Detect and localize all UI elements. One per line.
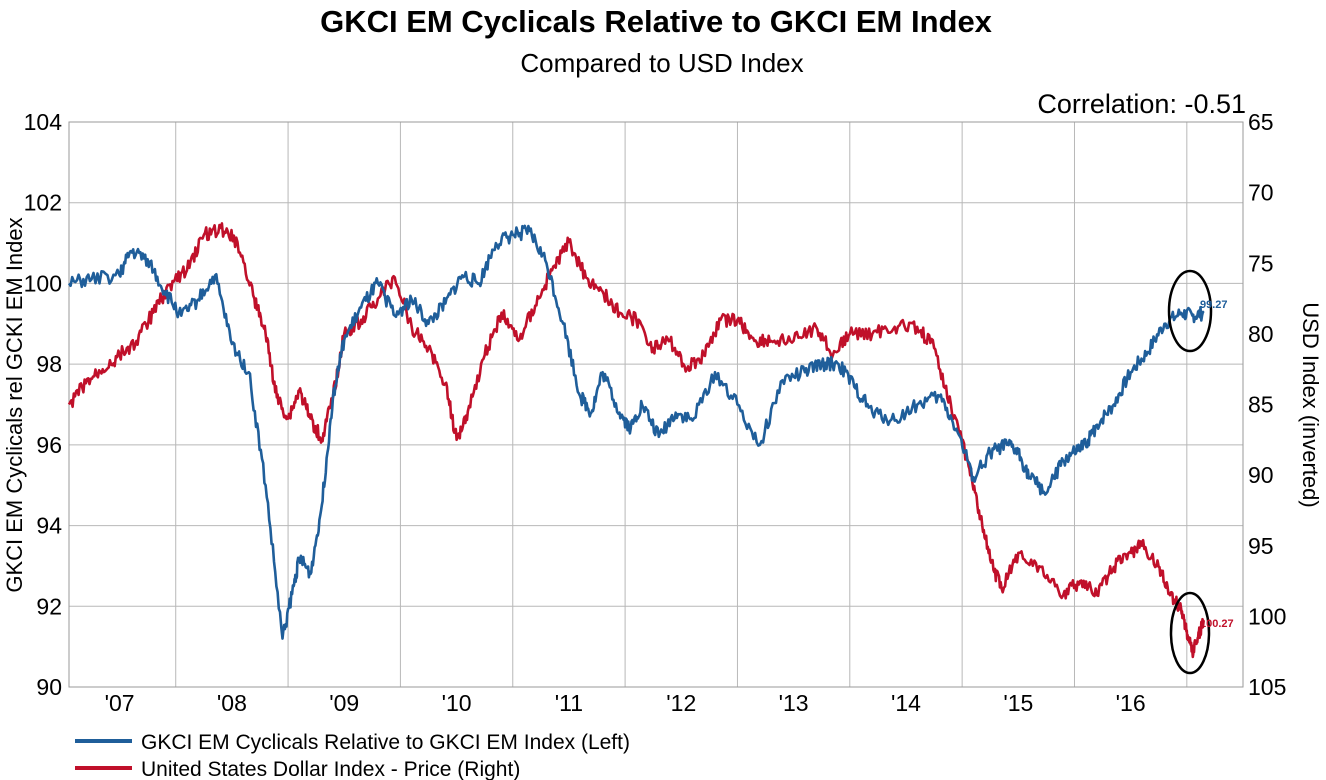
right-tick-label-0: 65	[1248, 109, 1274, 135]
right-tick-label-4: 85	[1248, 392, 1274, 418]
end-label-blue: 99.27	[1200, 299, 1228, 311]
legend-label-red: United States Dollar Index - Price (Righ…	[141, 758, 520, 780]
right-axis-ticks: 65 70 75 80 85 90 95 100 105	[1248, 109, 1286, 700]
legend: GKCI EM Cyclicals Relative to GKCI EM In…	[75, 731, 630, 780]
x-tick-label-8: '15	[1003, 690, 1033, 716]
right-tick-label-5: 90	[1248, 462, 1274, 488]
left-tick-label-4: 98	[36, 351, 62, 377]
right-tick-label-7: 100	[1248, 603, 1286, 629]
plot-frame	[68, 121, 1244, 688]
series-line-gkci-relative	[67, 224, 1205, 640]
x-tick-label-1: '08	[217, 690, 247, 716]
left-tick-label-3: 96	[36, 432, 62, 458]
right-tick-label-6: 95	[1248, 533, 1274, 559]
series-layer	[67, 222, 1205, 659]
highlight-ellipse-blue	[1167, 269, 1213, 353]
left-tick-label-2: 94	[36, 513, 62, 539]
left-tick-label-6: 102	[24, 190, 62, 216]
right-tick-label-8: 105	[1248, 674, 1286, 700]
x-tick-label-4: '11	[555, 690, 583, 716]
right-tick-label-3: 80	[1248, 321, 1274, 347]
x-tick-label-0: '07	[105, 690, 135, 716]
right-tick-label-2: 75	[1248, 250, 1274, 276]
correlation-annotation: Correlation: -0.51	[1037, 89, 1246, 119]
chart-subtitle: Compared to USD Index	[520, 48, 803, 78]
x-tick-label-2: '09	[329, 690, 359, 716]
left-tick-label-7: 104	[24, 109, 63, 135]
left-tick-label-0: 90	[36, 674, 62, 700]
x-tick-label-7: '14	[891, 690, 921, 716]
left-axis-ticks: 90 92 94 96 98 100 102 104	[24, 109, 63, 700]
series-line-usd-index	[67, 222, 1205, 659]
left-tick-label-5: 100	[24, 270, 62, 296]
end-label-red: 100.27	[1200, 618, 1234, 630]
right-tick-label-1: 70	[1248, 180, 1274, 206]
x-tick-label-3: '10	[442, 690, 472, 716]
grid	[69, 121, 1243, 688]
legend-label-blue: GKCI EM Cyclicals Relative to GKCI EM In…	[141, 731, 630, 754]
highlight-ellipse-red	[1169, 591, 1211, 675]
left-axis-label: GKCI EM Cyclicals rel GCKI EM Index	[2, 217, 27, 592]
x-tick-label-6: '13	[779, 690, 809, 716]
left-tick-label-1: 92	[36, 593, 62, 619]
x-tick-label-9: '16	[1116, 690, 1146, 716]
x-tick-label-5: '12	[666, 690, 696, 716]
chart-title: GKCI EM Cyclicals Relative to GKCI EM In…	[320, 4, 993, 39]
x-axis-ticks: '07 '08 '09 '10 '11 '12 '13 '14 '15 '16	[105, 690, 1146, 716]
right-axis-label: USD Index (inverted)	[1298, 302, 1323, 507]
